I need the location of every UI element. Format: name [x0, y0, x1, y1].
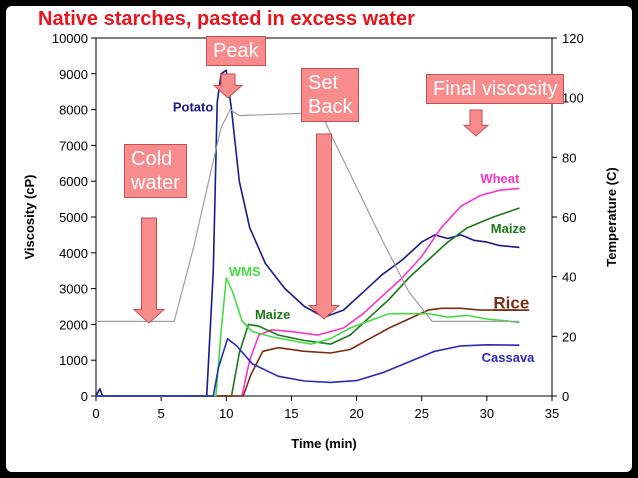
y-axis-label: Viscosity (cP): [22, 174, 37, 259]
y-tick-label-6: 6000: [59, 174, 88, 189]
slide: 0 5 10 15 20 25 30 35 0 1000 2000 3000 4000 5000 6000 7…: [6, 6, 632, 472]
rice-line-3: [96, 307, 520, 397]
callout-cold-water: Cold water: [124, 144, 187, 198]
y-tick-label-4: 4000: [59, 246, 88, 261]
y-tick-label-7: 7000: [59, 138, 88, 153]
y2-tick-label-0: 0: [562, 389, 569, 404]
callout-set-back-line2: Back: [308, 96, 353, 118]
chart-title: Native starches, pasted in excess water: [38, 8, 415, 30]
y2-tick-label-6: 120: [562, 31, 584, 46]
y-tick-label-0: 0: [81, 389, 88, 404]
peak-arrow-icon: [212, 73, 244, 99]
y2-tick-label-5: 100: [562, 91, 584, 106]
callout-peak: Peak: [206, 36, 266, 66]
callout-cold-water-line1: Cold: [131, 148, 173, 170]
x-tick-label-6: 30: [480, 406, 494, 421]
x-axis-label: Time (min): [291, 436, 357, 451]
series-label-potato-0: Potato: [173, 99, 214, 114]
callout-set-back: Set Back: [301, 68, 360, 122]
x-tick-label-2: 10: [219, 406, 233, 421]
series-label-cassava-6: Cassava: [482, 350, 536, 365]
y2-tick-label-3: 60: [562, 210, 576, 225]
callout-final-viscosity: Final viscosity: [426, 74, 565, 104]
y2-tick-label-4: 80: [562, 150, 576, 165]
cassava-line-5: [96, 337, 520, 397]
x-tick-label-3: 15: [284, 406, 298, 421]
x-tick-label-7: 35: [545, 406, 559, 421]
y2-tick-label-2: 40: [562, 270, 576, 285]
series-label-rice-3: Rice: [493, 293, 529, 312]
y2-axis-label: Temperature (C): [604, 167, 619, 266]
callout-final-viscosity-text: Final viscosity: [433, 78, 558, 100]
callout-cold-water-line2: water: [131, 172, 180, 194]
x-tick-label-1: 5: [158, 406, 165, 421]
y-tick-label-3: 3000: [59, 282, 88, 297]
callout-peak-text: Peak: [213, 40, 259, 62]
y-tick-label-8: 8000: [59, 103, 88, 118]
cold-water-arrow-icon: [132, 217, 166, 324]
x-tick-label-4: 20: [349, 406, 363, 421]
callout-set-back-line1: Set: [308, 72, 339, 94]
x-tick-label-5: 25: [414, 406, 428, 421]
y-tick-label-10: 10000: [52, 31, 88, 46]
y-tick-label-5: 5000: [59, 210, 88, 225]
wms-line-4: [96, 277, 520, 397]
series-label-wms-4: WMS: [229, 264, 261, 279]
series-label-maize-2: Maize: [491, 221, 526, 236]
x-tick-label-0: 0: [92, 406, 99, 421]
viscosity-chart: 0 5 10 15 20 25 30 3501000200030004000500060007…: [22, 31, 619, 451]
series-label-wheat-1: Wheat: [480, 171, 520, 186]
y-tick-label-1: 1000: [59, 353, 88, 368]
wheat-line-1: [96, 187, 520, 397]
final-viscosity-arrow-icon: [462, 109, 490, 137]
y-tick-label-2: 2000: [59, 317, 88, 332]
set-back-arrow-icon: [307, 133, 341, 320]
y2-tick-label-1: 20: [562, 329, 576, 344]
series-label-maize-5: Maize: [255, 307, 290, 322]
maize-line-2: [96, 207, 520, 397]
y-tick-label-9: 9000: [59, 67, 88, 82]
temperature-line-6: [96, 108, 520, 322]
